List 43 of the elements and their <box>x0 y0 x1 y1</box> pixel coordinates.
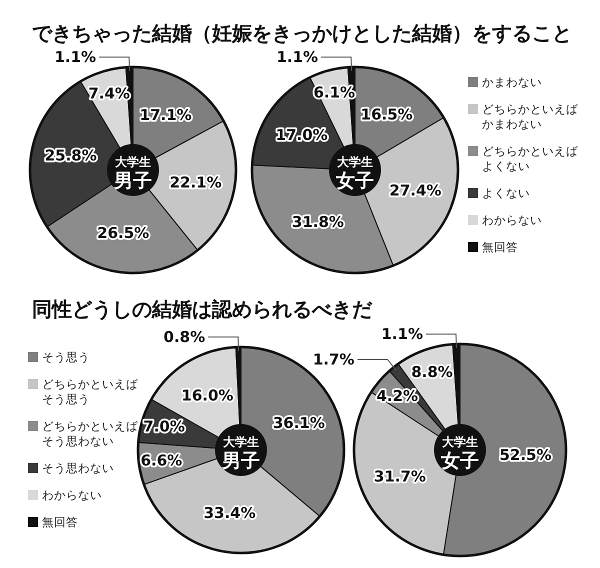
legend-label: かまわない <box>482 75 542 89</box>
data-label: 25.8% <box>44 146 97 165</box>
data-label: 36.1% <box>272 414 325 432</box>
legend-label: どちらかといえばそう思わない <box>42 419 139 448</box>
text: 大学生 <box>337 155 373 169</box>
legend-label: 無回答 <box>482 240 518 254</box>
text: 女子 <box>335 170 374 192</box>
data-label: 17.0% <box>276 126 328 144</box>
data-label: 17.1% <box>140 106 192 124</box>
text: 女子 <box>440 450 479 472</box>
text: 男子 <box>221 450 260 472</box>
text: 大学生 <box>115 155 151 169</box>
data-label: 31.8% <box>292 212 344 231</box>
data-label: 26.5% <box>97 224 150 242</box>
data-label: 7.0% <box>143 418 185 436</box>
legend-label: わからない <box>482 213 542 227</box>
data-label: 6.6% <box>140 452 182 470</box>
legend-label: どちらかといえばよくない <box>482 144 579 173</box>
data-label: 1.1% <box>54 48 96 66</box>
data-label: 8.8% <box>411 363 453 382</box>
data-label: 1.1% <box>276 48 318 66</box>
data-label: 16.0% <box>181 386 234 405</box>
text: 大学生 <box>442 435 478 449</box>
legend-label: わからない <box>42 488 102 502</box>
data-label: 22.1% <box>170 174 222 192</box>
data-label: 1.1% <box>381 325 423 344</box>
legend-label: そう思う <box>42 350 90 364</box>
data-label: 0.8% <box>164 328 206 346</box>
legend-label: どちらかといえばかまわない <box>482 102 579 131</box>
data-label: 16.5% <box>360 106 413 124</box>
legend-label: どちらかといえばそう思う <box>42 377 139 406</box>
data-label: 1.7% <box>312 350 354 368</box>
data-label: 33.4% <box>204 504 256 522</box>
text: できちゃった結婚（妊娠をきっかけとした結婚）をすること <box>32 21 572 45</box>
legend-label: よくない <box>482 186 530 200</box>
legend-label: 無回答 <box>42 515 78 529</box>
data-label: 52.5% <box>499 446 552 464</box>
legend-label: そう思わない <box>42 461 114 475</box>
chart-title: 同性どうしの結婚は認められるべきだ <box>32 297 373 321</box>
data-label: 27.4% <box>389 182 442 200</box>
text: 男子 <box>113 170 152 192</box>
data-label: 31.7% <box>374 468 426 486</box>
text: 大学生 <box>223 435 259 449</box>
